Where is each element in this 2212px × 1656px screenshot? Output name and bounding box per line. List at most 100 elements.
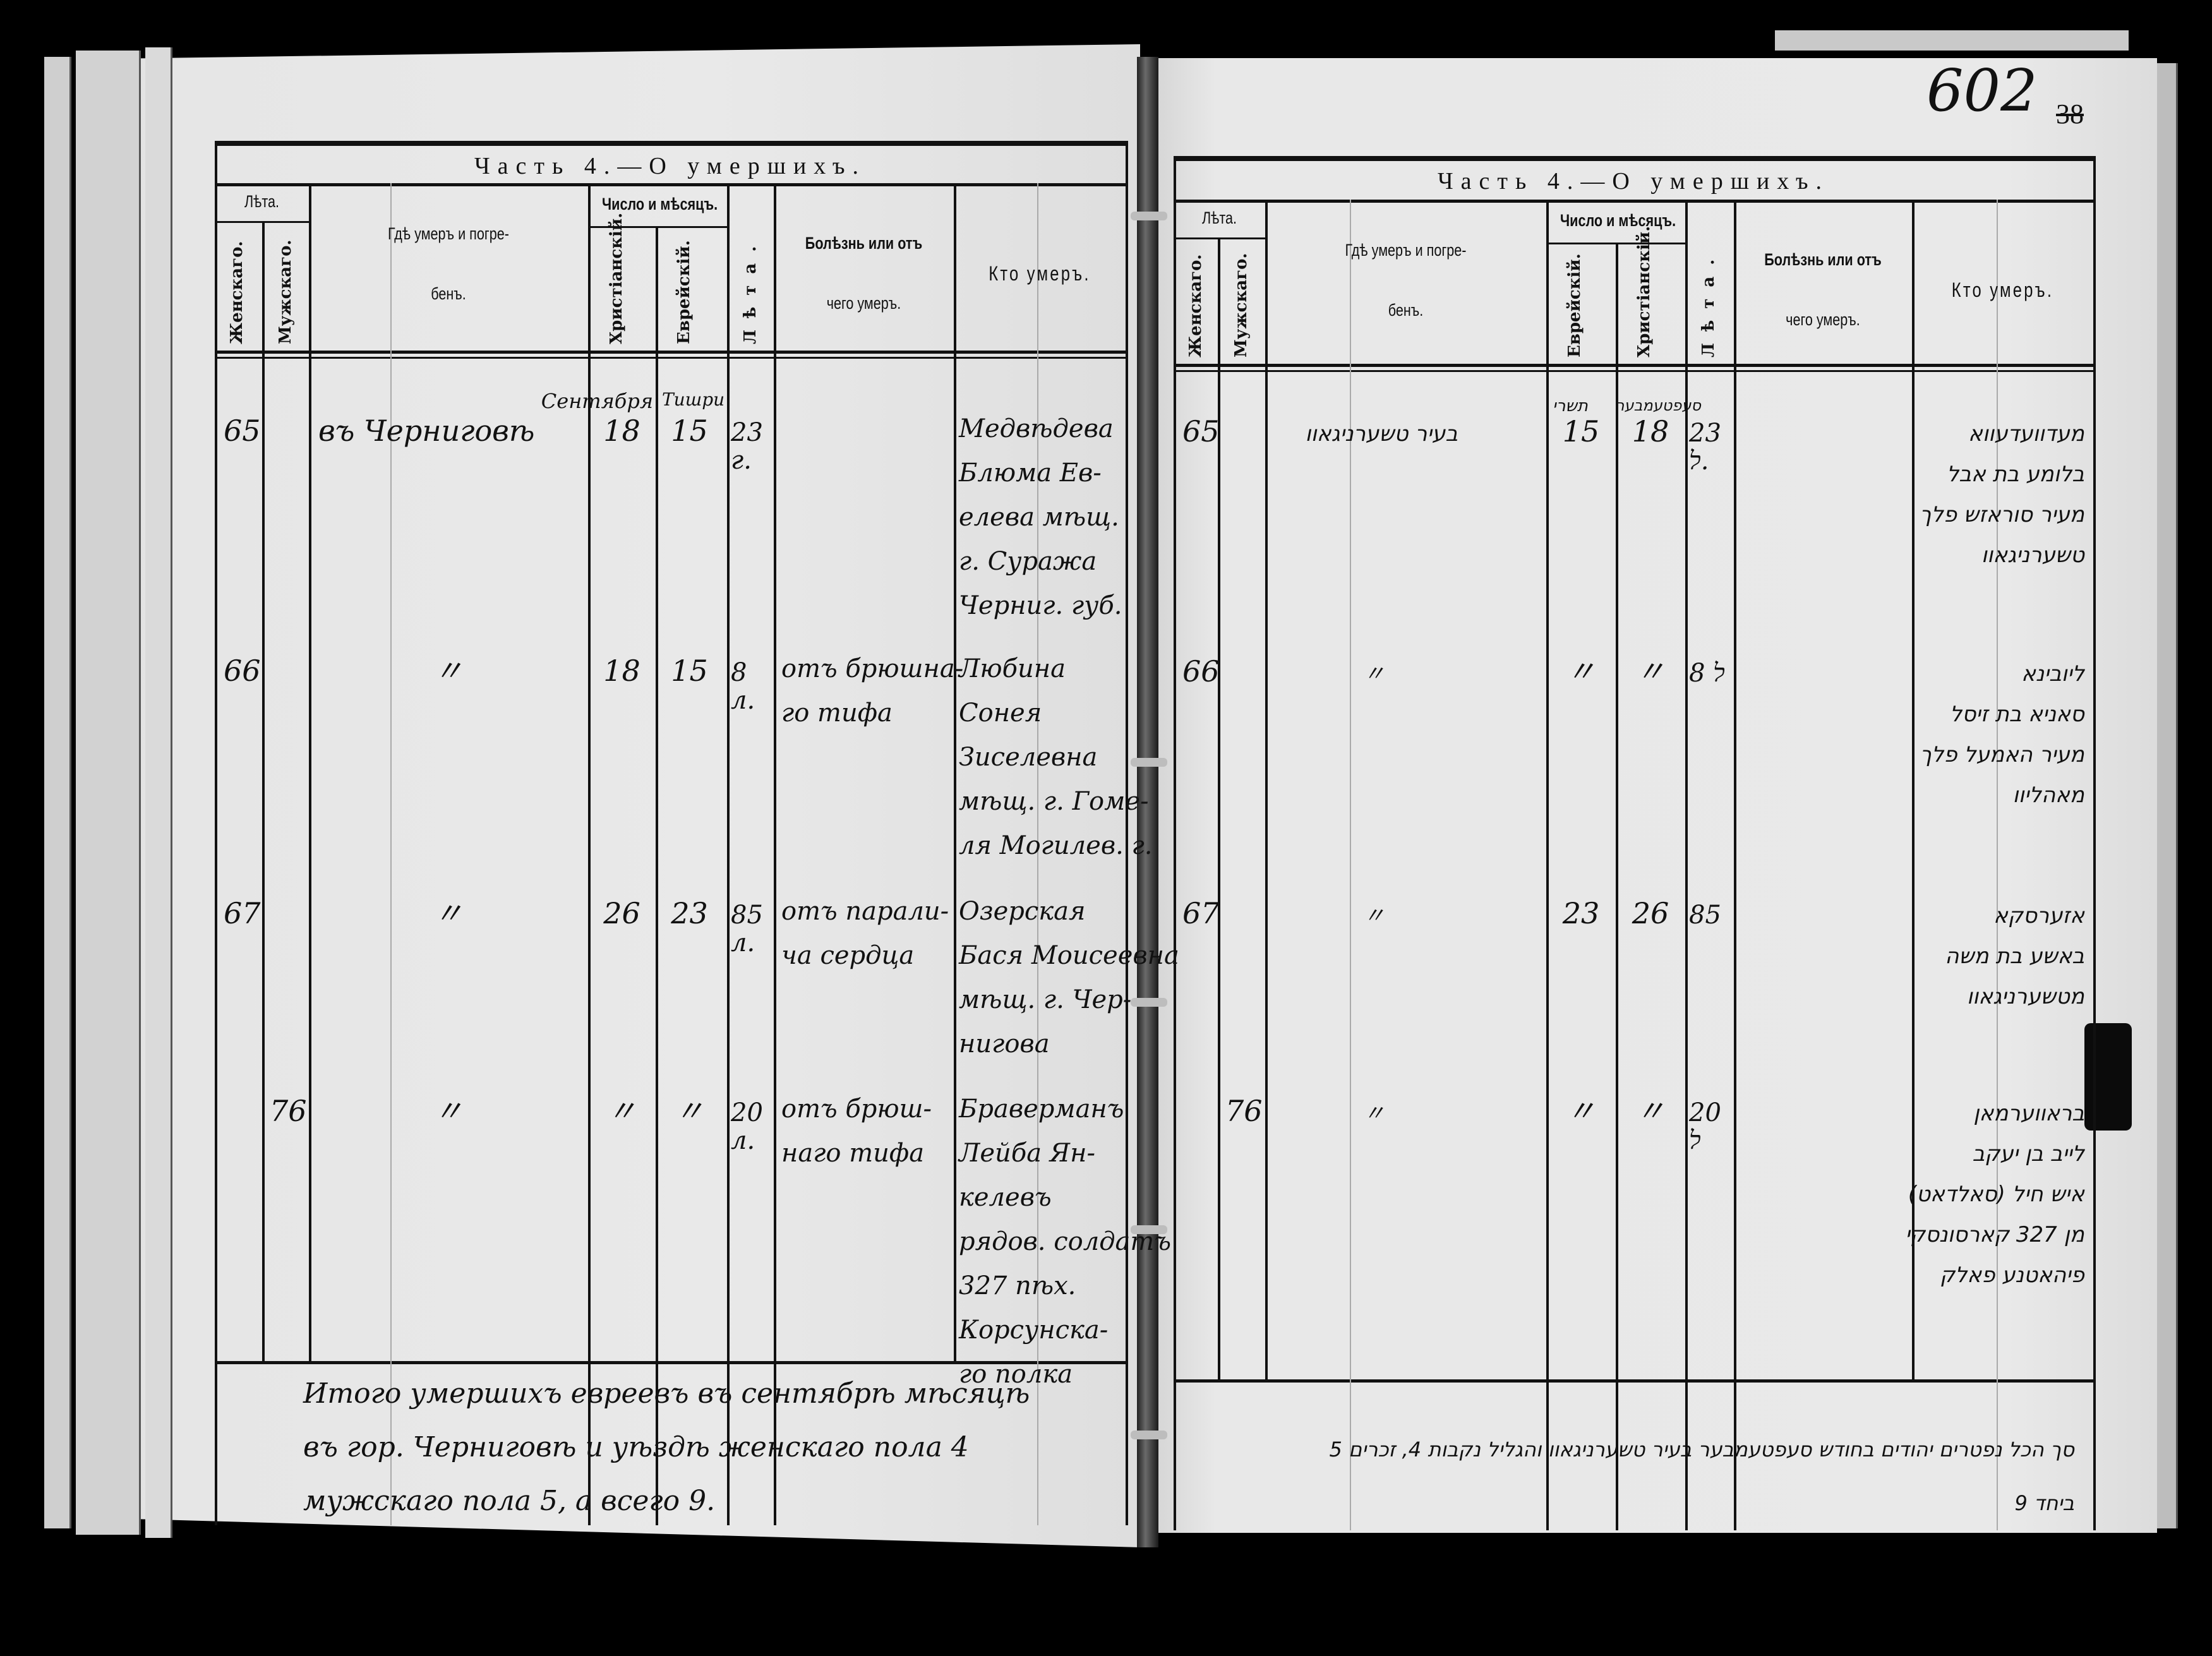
female-number: 65: [1182, 414, 1220, 448]
date-christian: 18: [603, 414, 640, 448]
deceased-name-line: בלומע בת אבל: [1947, 462, 2084, 487]
title-rule: [215, 183, 1126, 186]
deceased-name-line: мѣщ. г. Чер-: [959, 985, 1132, 1014]
place-of-death: 〃: [434, 896, 463, 930]
deceased-name-line: Браверманъ: [959, 1095, 1124, 1124]
deceased-name-line: Озерская: [959, 897, 1086, 926]
female-number: 67: [1182, 896, 1220, 930]
old-page-number: 38: [2056, 99, 2084, 129]
place-of-death: 〃: [1363, 903, 1385, 928]
header-male: Мужскаго.: [1232, 253, 1251, 357]
header-christian: Христіанскій.: [1635, 225, 1654, 357]
month-christian: Сентября: [541, 389, 653, 413]
deceased-name-line: нигова: [959, 1029, 1050, 1059]
column-rule: [1685, 200, 1688, 1530]
deceased-name-line: סאניא בת זיסל: [1949, 702, 2084, 727]
header-place-2: бенъ.: [431, 284, 466, 303]
place-of-death: 〃: [1363, 1101, 1385, 1126]
binding-thread: [1131, 1431, 1167, 1439]
female-number: 65: [224, 414, 261, 448]
summary-line: סך הכל נפטרים יהודים בחודש סעפטעמבער בעי…: [1329, 1437, 2074, 1461]
cause-of-death-line: отъ брюшна-: [781, 654, 964, 683]
deceased-name-line: Зиселевна: [959, 743, 1098, 772]
left-page: [76, 44, 1140, 1547]
date-jewish: 23: [671, 896, 708, 930]
month-jewish: תשרי: [1553, 397, 1588, 416]
faint-column-rule: [1350, 200, 1351, 1530]
header-age: Лѣта.: [741, 234, 760, 344]
header-date: Число и мѣсяцъ.: [602, 195, 718, 213]
deceased-name-line: ля Могилев. г.: [959, 831, 1153, 860]
column-rule: [1174, 156, 1176, 1530]
column-rule: [1734, 200, 1736, 1530]
title-rule: [1174, 200, 2093, 203]
column-rule: [656, 226, 658, 1525]
female-number: 67: [224, 896, 261, 930]
cause-of-death-line: отъ парали-: [781, 897, 949, 926]
column-rule: [774, 183, 776, 1525]
deceased-name-line: Сонея: [959, 699, 1042, 728]
date-jewish: 〃: [1566, 1094, 1596, 1128]
deceased-name-line: ליובינא: [2021, 661, 2084, 687]
faint-column-rule: [390, 183, 392, 1525]
summary-line: ביחד 9: [2014, 1491, 2074, 1515]
header-rule: [1174, 364, 2093, 367]
summary-rule: [1174, 1379, 2093, 1383]
header-place-2: бенъ.: [1388, 301, 1424, 320]
age: 8 л.: [731, 658, 755, 715]
header-leta: Лѣта.: [244, 192, 280, 211]
column-rule: [215, 141, 217, 1525]
date-christian: 26: [603, 896, 640, 930]
header-date: Число и мѣсяцъ.: [1560, 211, 1676, 230]
paper-strip: [1775, 30, 2129, 51]
header-rule: [1174, 370, 2093, 372]
age: 20 л.: [731, 1098, 763, 1155]
column-rule: [954, 183, 956, 1361]
date-christian: 18: [603, 654, 640, 688]
deceased-name-line: Блюма Ев-: [959, 459, 1102, 488]
header-place-1: Гдѣ умеръ и погре-: [1345, 241, 1467, 260]
binding-thread: [1131, 1225, 1167, 1234]
age: 85 л.: [731, 901, 763, 957]
male-number: 76: [1225, 1094, 1263, 1128]
cause-of-death-line: ча сердца: [781, 941, 915, 970]
header-rule: [215, 357, 1126, 359]
binding-thread: [1131, 998, 1167, 1007]
header-cause-2: чего умеръ.: [826, 294, 901, 313]
table-top-rule: [1174, 156, 2093, 161]
date-christian: 〃: [1636, 654, 1665, 688]
date-christian: 26: [1632, 896, 1669, 930]
column-rule: [309, 183, 311, 1361]
deceased-name-line: Черниг. губ.: [959, 591, 1122, 620]
column-rule: [1218, 237, 1220, 1379]
date-christian: 〃: [1636, 1094, 1665, 1128]
month-jewish: Тишри: [662, 389, 725, 410]
deceased-name-line: Бася Моисеевна: [959, 941, 1179, 970]
female-number: 66: [1182, 654, 1220, 688]
book-spine: [1137, 57, 1158, 1547]
page-stack-edge: [76, 51, 141, 1535]
part-title: Часть 4.—О умершихъ.: [474, 153, 867, 179]
place-of-death: 〃: [434, 654, 463, 688]
header-who: Кто умеръ.: [989, 262, 1091, 285]
deceased-name-line: בראווערמאן: [1973, 1101, 2084, 1126]
binding-thread: [1131, 212, 1167, 220]
column-rule: [1126, 141, 1128, 1525]
deceased-name-line: мѣщ. г. Гоме-: [959, 787, 1149, 816]
column-rule: [1546, 200, 1549, 1530]
column-rule: [727, 183, 730, 1525]
deceased-name-line: Медвѣдева: [959, 414, 1114, 443]
place-of-death: въ Черниговѣ: [318, 414, 535, 448]
cause-of-death-line: го тифа: [781, 699, 893, 728]
deceased-name-line: איש חיל (סאלדאט): [1908, 1182, 2084, 1207]
header-male: Мужскаго.: [276, 239, 295, 344]
column-rule: [1616, 243, 1618, 1530]
deceased-name-line: Лейба Ян-: [959, 1139, 1095, 1168]
page-stack-edge: [44, 57, 71, 1528]
leta-subrule: [215, 221, 309, 223]
deceased-name-line: Любина: [959, 654, 1066, 683]
female-number: 66: [224, 654, 261, 688]
summary-line: въ гор. Черниговѣ и уѣздѣ женскаго пола …: [303, 1431, 969, 1463]
header-rule: [215, 351, 1126, 354]
cause-of-death-line: наго тифа: [781, 1139, 925, 1168]
